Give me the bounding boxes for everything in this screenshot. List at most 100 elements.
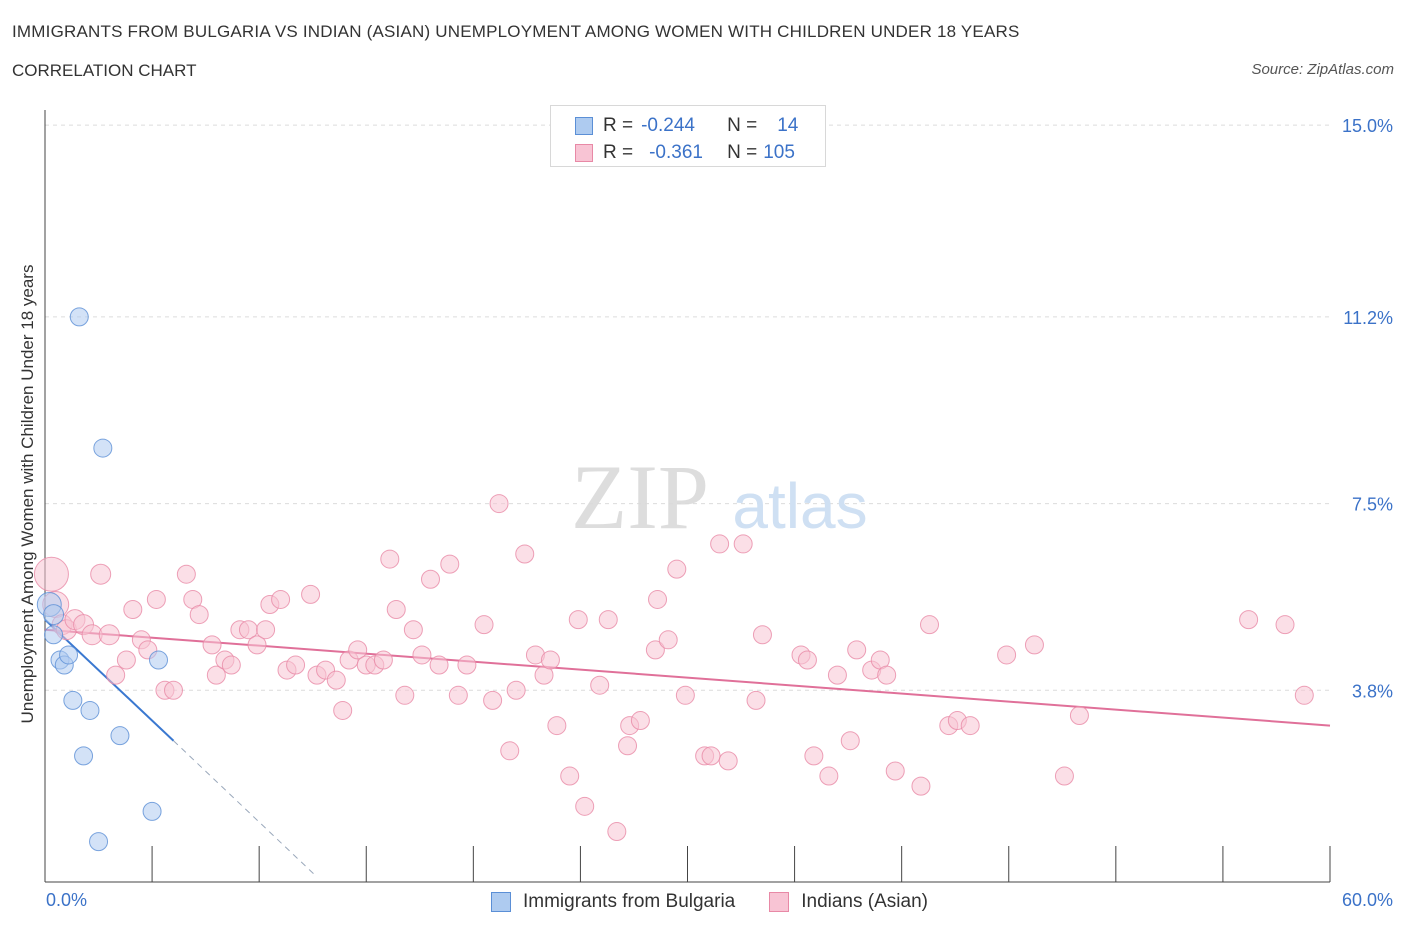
point-indian[interactable] <box>380 549 400 569</box>
point-indian[interactable] <box>221 655 241 675</box>
point-indian[interactable] <box>483 690 503 710</box>
gridlines <box>45 124 1330 691</box>
point-indian[interactable] <box>146 589 166 609</box>
point-indian[interactable] <box>429 655 449 675</box>
point-indian[interactable] <box>568 610 588 630</box>
series-legend: Immigrants from Bulgaria Indians (Asian) <box>491 889 962 915</box>
point-indian[interactable] <box>98 624 120 646</box>
point-indian[interactable] <box>877 665 897 685</box>
legend-item-indian[interactable]: Indians (Asian) <box>769 891 928 913</box>
point-indian[interactable] <box>675 685 695 705</box>
point-indian[interactable] <box>752 625 772 645</box>
r-label: R = <box>603 142 634 163</box>
point-indian[interactable] <box>1069 705 1089 725</box>
point-indian[interactable] <box>885 761 905 781</box>
point-indian[interactable] <box>286 655 306 675</box>
point-indian[interactable] <box>618 736 638 756</box>
point-indian[interactable] <box>840 731 860 751</box>
x-tick-label-max: 60.0% <box>1341 890 1393 910</box>
point-indian[interactable] <box>920 615 940 635</box>
point-indian[interactable] <box>301 584 321 604</box>
point-indian[interactable] <box>333 700 353 720</box>
point-indian[interactable] <box>515 544 535 564</box>
point-bulgaria[interactable] <box>93 438 113 458</box>
point-indian[interactable] <box>797 650 817 670</box>
y-tick-label: 7.5% <box>1352 495 1393 515</box>
point-indian[interactable] <box>590 675 610 695</box>
point-indian[interactable] <box>1239 610 1259 630</box>
point-bulgaria[interactable] <box>74 746 94 766</box>
point-indian[interactable] <box>575 796 595 816</box>
point-indian[interactable] <box>123 600 143 620</box>
point-indian[interactable] <box>506 680 526 700</box>
point-indian[interactable] <box>395 685 415 705</box>
point-indian[interactable] <box>547 716 567 736</box>
point-indian[interactable] <box>202 635 222 655</box>
point-indian[interactable] <box>500 741 520 761</box>
point-bulgaria[interactable] <box>110 726 130 746</box>
point-indian[interactable] <box>386 600 406 620</box>
point-indian[interactable] <box>403 620 423 640</box>
point-indian[interactable] <box>1024 635 1044 655</box>
r-value: -0.361 <box>649 142 703 163</box>
point-indian[interactable] <box>373 650 393 670</box>
point-indian[interactable] <box>701 746 721 766</box>
point-bulgaria[interactable] <box>142 801 162 821</box>
legend-item-bulgaria[interactable]: Immigrants from Bulgaria <box>491 891 735 913</box>
point-indian[interactable] <box>804 746 824 766</box>
point-indian[interactable] <box>326 670 346 690</box>
point-indian[interactable] <box>746 690 766 710</box>
point-indian[interactable] <box>474 615 494 635</box>
point-indian[interactable] <box>560 766 580 786</box>
point-indian[interactable] <box>645 640 665 660</box>
point-indian[interactable] <box>164 680 183 700</box>
point-indian[interactable] <box>489 494 509 514</box>
point-indian[interactable] <box>90 563 112 585</box>
point-indian[interactable] <box>412 645 432 665</box>
point-bulgaria[interactable] <box>44 625 64 645</box>
point-indian[interactable] <box>819 766 839 786</box>
point-indian[interactable] <box>440 554 460 574</box>
point-indian[interactable] <box>540 650 560 670</box>
point-indian[interactable] <box>630 711 650 731</box>
point-indian[interactable] <box>997 645 1017 665</box>
point-indian[interactable] <box>960 716 980 736</box>
point-indian[interactable] <box>106 665 126 685</box>
point-bulgaria[interactable] <box>43 604 65 626</box>
point-indian[interactable] <box>1275 615 1295 635</box>
point-indian[interactable] <box>247 635 267 655</box>
point-indian[interactable] <box>176 564 196 584</box>
point-indian[interactable] <box>827 665 847 685</box>
point-indian[interactable] <box>1294 685 1314 705</box>
point-indian[interactable] <box>607 822 627 842</box>
point-bulgaria[interactable] <box>80 700 100 720</box>
trend-line-extension-bulgaria <box>173 740 318 878</box>
point-indian[interactable] <box>33 556 69 592</box>
point-indian[interactable] <box>348 640 368 660</box>
point-indian[interactable] <box>421 569 440 589</box>
point-indian[interactable] <box>911 776 931 796</box>
point-indian[interactable] <box>710 534 730 554</box>
point-indian[interactable] <box>718 751 738 771</box>
point-indian[interactable] <box>271 589 291 609</box>
point-indian[interactable] <box>847 640 867 660</box>
point-indian[interactable] <box>598 610 618 630</box>
point-indian[interactable] <box>256 620 276 640</box>
legend-swatch-bulgaria <box>575 117 593 135</box>
point-bulgaria[interactable] <box>63 690 83 710</box>
point-indian[interactable] <box>457 655 477 675</box>
point-indian[interactable] <box>658 630 678 650</box>
point-indian[interactable] <box>667 559 687 579</box>
point-indian[interactable] <box>116 650 136 670</box>
point-indian[interactable] <box>448 685 468 705</box>
point-indian[interactable] <box>648 589 668 609</box>
point-indian[interactable] <box>189 605 209 625</box>
point-bulgaria[interactable] <box>89 832 109 852</box>
point-indian[interactable] <box>206 665 226 685</box>
point-indian[interactable] <box>733 534 753 554</box>
point-bulgaria[interactable] <box>149 650 169 670</box>
point-bulgaria[interactable] <box>59 645 79 665</box>
point-bulgaria[interactable] <box>69 307 89 327</box>
y-tick-label: 15.0% <box>1342 116 1393 136</box>
point-indian[interactable] <box>1054 766 1074 786</box>
